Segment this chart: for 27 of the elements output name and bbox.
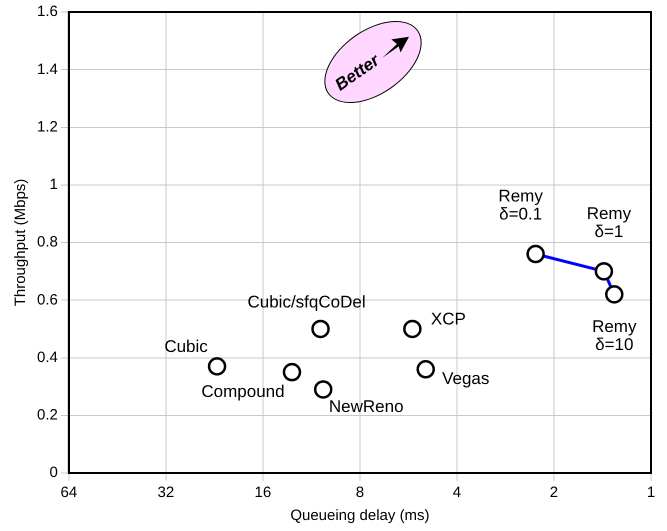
annotation: Remy δ=0.1 [498,186,544,224]
x-tick-label: 16 [254,484,272,502]
x-tick-label: 8 [356,484,364,502]
x-tick-label: 64 [60,484,78,502]
annotation: Cubic [164,337,208,356]
x-tick-label: 2 [550,484,558,502]
x-tick-label: 32 [158,484,174,502]
y-tick-label: 1.6 [36,3,58,20]
annotation: Vegas [442,368,490,388]
y-tick-label: 1 [50,176,58,194]
annotation: Compound [201,382,285,401]
x-tick-label: 1 [646,484,656,502]
annotation: Remy δ=1 [586,204,632,241]
y-tick-label: 0.6 [36,291,58,308]
y-tick-label: 1.2 [36,118,58,136]
y-tick-label: 1.4 [36,60,58,78]
y-tick-label: 0.8 [36,234,58,251]
x-tick-label: 4 [452,484,462,502]
annotation: Cubic/sfqCoDel [247,292,366,312]
y-tick-label: 0.4 [36,348,58,366]
x-axis-title: Queueing delay (ms) [290,507,430,524]
y-axis-title: Throughput (Mbps) [12,178,30,306]
y-tick-label: 0.2 [36,406,58,424]
annotation: NewReno [328,397,404,416]
annotation: XCP [430,310,466,329]
annotation: Remy δ=10 [592,317,637,354]
y-tick-label: 0 [50,464,58,482]
